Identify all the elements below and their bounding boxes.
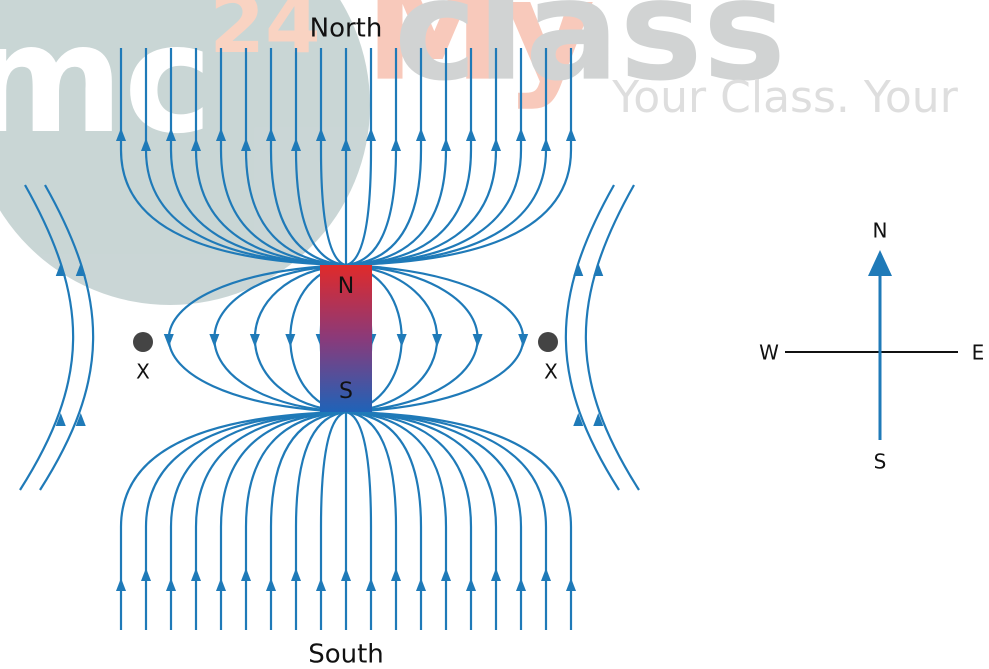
neutral-point-label: X [136,360,150,384]
field-arrow [541,568,551,581]
field-arrow [573,263,583,276]
neutral-point [538,332,558,352]
field-arrow [516,578,526,591]
field-line [321,412,346,630]
field-arrow [441,138,451,151]
watermark-brand: mc [0,0,213,167]
field-line [171,412,346,630]
compass-arrow [868,250,892,276]
field-arrow [164,334,174,347]
neutral-point-label: X [544,360,558,384]
field-arrow [285,334,295,347]
field-arrow [397,334,407,347]
compass: N S W E [759,219,984,474]
field-arrow [416,128,426,141]
field-arrow [391,568,401,581]
field-arrow [216,578,226,591]
field-arrow [250,334,260,347]
magnet-north-label: N [338,274,354,299]
field-line [346,412,521,630]
field-arrow [116,578,126,591]
field-arrow [491,568,501,581]
field-arrow [593,263,603,276]
field-arrow [566,128,576,141]
field-arrow [291,568,301,581]
field-arrow [432,334,442,347]
field-arrow [191,568,201,581]
field-arrow [473,334,483,347]
watermark: mc 24 My class Your Class. Your [0,0,959,305]
field-arrow [466,128,476,141]
diagram: mc 24 My class Your Class. Your N S Nort… [0,0,989,669]
field-arrow [391,138,401,151]
field-arrow [266,578,276,591]
field-arrow [141,568,151,581]
compass-south: S [874,450,887,474]
field-arrow [518,334,528,347]
field-arrow [366,578,376,591]
field-line [346,412,371,630]
field-arrow [541,138,551,151]
compass-north: N [873,219,888,243]
field-arrow [516,128,526,141]
field-arrow [341,568,351,581]
watermark-tagline: Your Class. Your [611,72,958,123]
field-arrow [316,578,326,591]
compass-east: E [972,341,985,365]
magnet-south-label: S [339,379,353,404]
compass-west: W [759,341,779,365]
field-arrow [466,578,476,591]
field-arrow [566,578,576,591]
field-arrow [441,568,451,581]
south-label: South [308,640,384,669]
field-arrow [166,578,176,591]
north-label: North [310,14,383,44]
field-arrow [241,568,251,581]
field-arrow [416,578,426,591]
neutral-point [133,332,153,352]
field-arrow [209,334,219,347]
watermark-number: 24 [209,0,320,71]
field-arrow [491,138,501,151]
